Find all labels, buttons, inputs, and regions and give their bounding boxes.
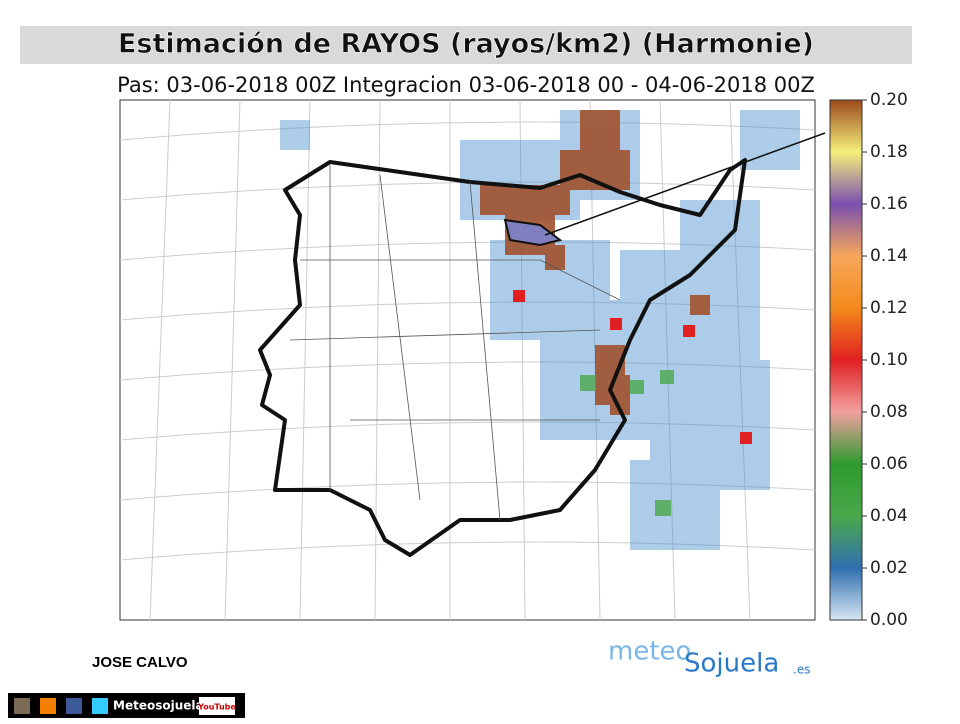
logo-first: meteo — [608, 637, 691, 667]
colorbar-tick-label: 0.14 — [870, 246, 908, 266]
author: JOSE CALVO — [92, 654, 188, 671]
colorbar-tick-label: 0.12 — [870, 298, 908, 318]
logo-second: Sojuela — [684, 649, 779, 679]
social-name: Meteosojuela — [113, 699, 204, 713]
colorbar: 0.00 0.02 0.04 0.06 0.08 0.10 0.12 0.14 0.16 0.18… — [829, 90, 908, 630]
social-bar: Meteosojuela YouTube — [8, 693, 245, 718]
colorbar-tick-label: 0.02 — [870, 558, 908, 578]
colorbar-tick-label: 0.18 — [870, 142, 908, 162]
subtitle: Pas: 03-06-2018 00Z Integracion 03-06-20… — [117, 73, 815, 97]
colorbar-tick-label: 0.10 — [870, 350, 908, 370]
title: Estimación de RAYOS (rayos/km2) (Harmoni… — [118, 29, 814, 60]
colorbar-tick-label: 0.04 — [870, 506, 908, 526]
colorbar-tick-label: 0.20 — [870, 90, 908, 110]
colorbar-tick-label: 0.00 — [870, 610, 908, 630]
logo: meteo Sojuela .es — [608, 637, 810, 679]
colorbar-tick-label: 0.06 — [870, 454, 908, 474]
logo-suffix: .es — [793, 663, 810, 677]
youtube-label: YouTube — [197, 703, 236, 712]
map — [119, 99, 826, 621]
colorbar-tick-label: 0.08 — [870, 402, 908, 422]
title-band — [20, 26, 912, 64]
colorbar-tick-label: 0.16 — [870, 194, 908, 214]
